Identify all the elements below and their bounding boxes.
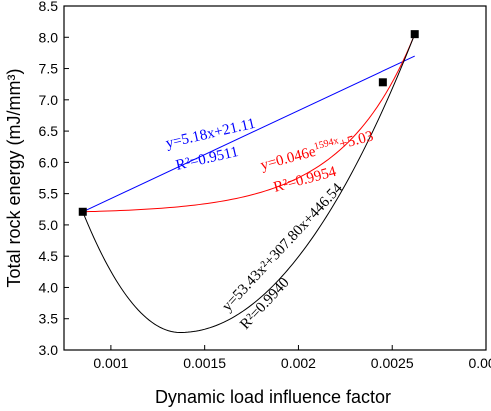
exp-fit-equation: y=0.046e1594x+5.03 (258, 126, 375, 173)
data-point (78, 207, 87, 216)
x-axis-title: Dynamic load influence factor (155, 387, 391, 407)
linear-fit-line (82, 55, 415, 213)
y-tick-label: 7.0 (39, 92, 59, 108)
x-tick-label: 0.0025 (371, 355, 414, 371)
quadratic-fit-curve (82, 33, 416, 333)
exp-fit-eq-suffix: +5.03 (337, 128, 375, 152)
x-tick-label: 0.0015 (183, 355, 226, 371)
x-tick-label: 0.002 (281, 355, 316, 371)
data-point (378, 78, 387, 87)
data-points (78, 30, 419, 216)
y-tick-label: 6.0 (39, 154, 59, 170)
y-tick-label: 4.5 (39, 248, 59, 264)
y-axis-title: Total rock energy (mJ/mm³) (4, 68, 24, 287)
y-tick-label: 4.0 (39, 279, 59, 295)
fit-curves (82, 33, 416, 333)
x-tick-label: 0.003 (468, 355, 491, 371)
y-tick-label: 5.5 (39, 186, 59, 202)
data-point (410, 30, 419, 39)
x-tick-label: 0.001 (93, 355, 128, 371)
exponential-fit-curve (82, 33, 416, 213)
linear-fit-r2: R²=0.9511 (174, 144, 240, 174)
axis-ticks: 3.0 3.5 4.0 4.5 5.0 5.5 6.0 6.5 7.0 7.5 8.0 8.5 0.00… (39, 0, 491, 371)
y-tick-label: 6.5 (39, 123, 59, 139)
y-tick-label: 3.5 (39, 311, 59, 327)
y-tick-label: 3.0 (39, 342, 59, 358)
plot-frame (63, 5, 487, 351)
y-tick-label: 8.0 (39, 29, 59, 45)
y-tick-label: 5.0 (39, 217, 59, 233)
y-tick-label: 8.5 (39, 0, 59, 14)
y-tick-label: 7.5 (39, 61, 59, 77)
linear-fit-equation: y=5.18x+21.11 (164, 116, 257, 152)
exp-fit-eq-prefix: y=0.046e (259, 144, 318, 174)
exp-fit-eq-exponent: 1594x (313, 135, 340, 152)
